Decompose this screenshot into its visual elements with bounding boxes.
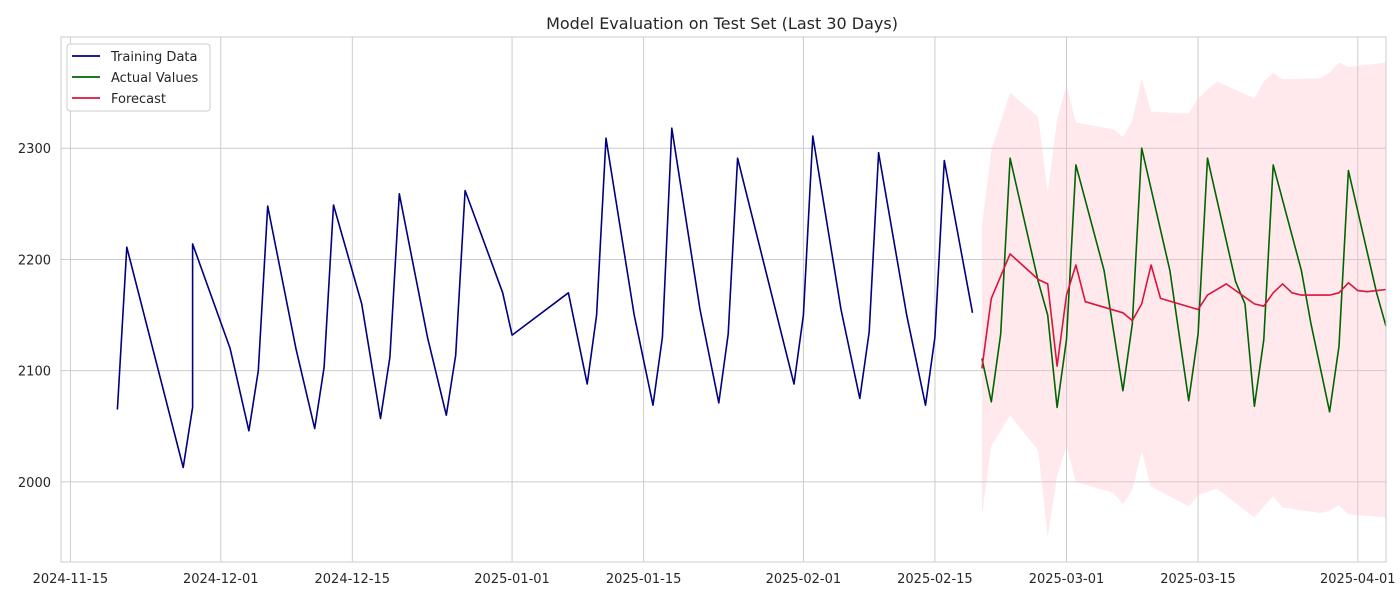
series-line-forecast <box>981 253 1387 369</box>
x-tick-label: 2025-03-15 <box>1160 572 1236 587</box>
y-tick-label: 2300 <box>18 142 51 157</box>
x-tick-label: 2025-03-01 <box>1029 572 1105 587</box>
legend-label-forecast: Forecast <box>111 92 166 107</box>
y-tick-label: 2000 <box>18 476 51 491</box>
x-tick-label: 2025-02-01 <box>766 572 842 587</box>
x-tick-label: 2024-12-15 <box>315 572 391 587</box>
tick-label-layer: 2024-11-15 2024-12-01 2024-12-15 2025-01-01… <box>18 142 1396 587</box>
y-tick-label: 2200 <box>18 253 51 268</box>
x-tick-label: 2025-01-15 <box>606 572 682 587</box>
grid-layer <box>61 37 1386 562</box>
x-tick-label: 2025-04-01 <box>1320 572 1396 587</box>
plot-area-frame <box>60 36 1387 563</box>
series-layer <box>116 127 1387 469</box>
confidence-band-layer <box>981 62 1386 538</box>
legend-label-actual-values: Actual Values <box>111 71 199 86</box>
y-tick-label: 2100 <box>18 365 51 380</box>
series-line-actual-values <box>981 147 1387 413</box>
forecast-confidence-band <box>981 62 1386 538</box>
legend-box <box>66 43 211 112</box>
chart-title: Model Evaluation on Test Set (Last 30 Da… <box>546 14 898 33</box>
legend: Training Data Actual Values Forecast <box>66 43 211 112</box>
x-tick-label: 2024-11-15 <box>33 572 109 587</box>
legend-label-training-data: Training Data <box>110 50 197 65</box>
x-tick-label: 2025-02-15 <box>897 572 973 587</box>
x-tick-label: 2024-12-01 <box>183 572 259 587</box>
x-tick-label: 2025-01-01 <box>474 572 550 587</box>
series-line-training-data <box>116 127 974 469</box>
